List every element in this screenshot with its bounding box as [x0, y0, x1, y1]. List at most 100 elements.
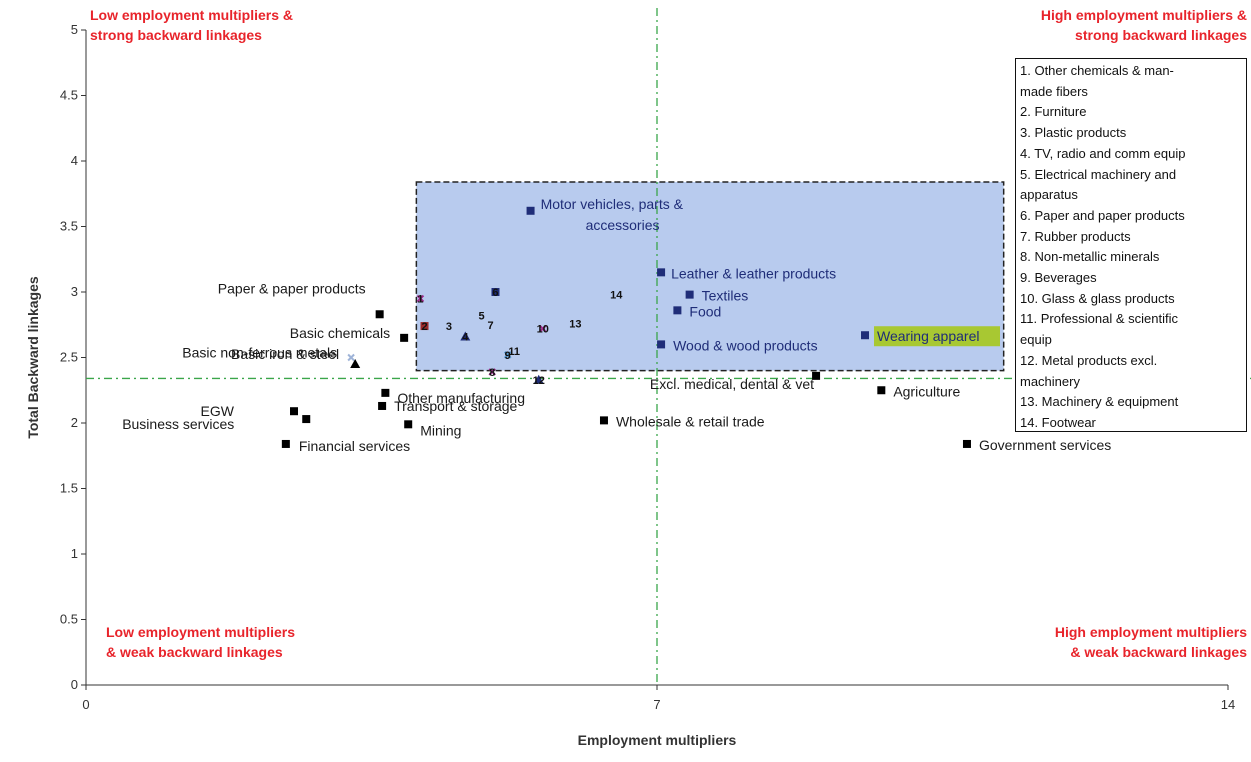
- x-tick-label: 7: [653, 697, 660, 712]
- numbered-point-marker: [460, 331, 471, 341]
- quadrant-label-bottom-left: & weak backward linkages: [106, 644, 283, 660]
- legend-item: machinery: [1020, 373, 1080, 389]
- sector-marker: [281, 439, 290, 448]
- sector-marker: [962, 439, 971, 448]
- points-layer: [281, 206, 971, 448]
- sector-marker: [599, 416, 608, 425]
- numbered-point-label: 3: [446, 321, 452, 333]
- sector-marker: [685, 290, 694, 299]
- numbered-point-label: 6: [492, 287, 498, 299]
- sector-label: Leather & leather products: [671, 265, 836, 281]
- sector-label: accessories: [586, 217, 660, 233]
- numbered-point-label: 10: [537, 324, 549, 336]
- y-tick-label: 4.5: [60, 88, 78, 103]
- sector-marker: [378, 401, 387, 410]
- sector-marker: [400, 333, 409, 342]
- x-tick-label: 14: [1221, 697, 1235, 712]
- labels-layer: Motor vehicles, parts & accessories Leathe…: [122, 196, 1111, 454]
- legend-item: 10. Glass & glass products: [1020, 290, 1175, 306]
- quadrant-label-top-right: High employment multipliers &: [1041, 7, 1247, 23]
- sector-label: Wood & wood products: [673, 337, 818, 353]
- legend-item: 12. Metal products excl.: [1020, 352, 1158, 368]
- divider-layer: [86, 8, 1251, 685]
- y-tick-label: 1.5: [60, 481, 78, 496]
- numbered-point-marker: [488, 368, 496, 376]
- y-tick-label: 0: [71, 677, 78, 692]
- numbered-point-label: 12: [533, 375, 545, 387]
- y-tick-label: 4: [71, 153, 78, 168]
- numbered-point-marker: [504, 351, 512, 359]
- y-axis-title: Total Backward linkages: [25, 276, 41, 439]
- legend-item: 11. Professional & scientific: [1020, 311, 1178, 327]
- numbered-point-label: 1: [417, 294, 423, 306]
- sector-label: Business services: [122, 416, 234, 432]
- sector-label: Food: [689, 303, 721, 319]
- numbered-point-label: 2: [421, 321, 427, 333]
- sector-marker: [347, 353, 355, 362]
- sector-marker: [404, 420, 413, 429]
- sector-marker: [657, 340, 666, 349]
- legend-item: 14. Footwear: [1020, 414, 1096, 430]
- quadrant-label-top-left: Low employment multipliers &: [90, 7, 293, 23]
- quadrant-label-bottom-left: Low employment multipliers: [106, 624, 295, 640]
- sector-label: Agriculture: [893, 383, 960, 399]
- sector-label: Excl. medical, dental & vet: [650, 376, 814, 392]
- numbered-point-marker: [539, 324, 547, 333]
- y-tick-label: 3.5: [60, 219, 78, 234]
- legend-item: 5. Electrical machinery and: [1020, 166, 1177, 182]
- numbered-point-label: 11: [508, 346, 520, 358]
- sector-label: Basic chemicals: [290, 325, 390, 341]
- legend-item: 6. Paper and paper products: [1020, 207, 1185, 223]
- numbered-point-label: 7: [488, 320, 494, 332]
- quadrant-label-bottom-right: High employment multipliers: [1055, 624, 1247, 640]
- y-tick-label: 3: [71, 284, 78, 299]
- legend-item: 3. Plastic products: [1020, 125, 1127, 141]
- y-tick-label: 2.5: [60, 350, 78, 365]
- sector-marker: [375, 310, 384, 319]
- legend: 1. Other chemicals & man-made fibers 2. F…: [1015, 58, 1247, 432]
- sector-label: Motor vehicles, parts &: [541, 196, 684, 212]
- numbered-point-label: 14: [610, 290, 623, 302]
- numbered-point-marker: [420, 322, 429, 331]
- sector-label: Paper & paper products: [218, 280, 366, 296]
- y-tick-label: 0.5: [60, 612, 78, 627]
- legend-item: apparatus: [1020, 187, 1078, 203]
- legend-item: equip: [1020, 332, 1052, 348]
- sector-marker: [381, 388, 390, 397]
- quadrant-label-top-right: strong backward linkages: [1075, 27, 1247, 43]
- sector-label: EGW: [201, 403, 235, 419]
- legend-item: 1. Other chemicals & man-: [1020, 63, 1174, 78]
- numbered-point-label: 13: [569, 318, 581, 330]
- legend-item: 7. Rubber products: [1020, 228, 1131, 244]
- sector-label-highlight: [874, 326, 1001, 347]
- legend-item: 4. TV, radio and comm equip: [1020, 145, 1186, 161]
- sector-label: Basic iron & steel: [231, 346, 339, 362]
- sector-marker: [290, 407, 299, 416]
- sector-marker: [812, 371, 821, 380]
- sector-label: Wholesale & retail trade: [616, 413, 765, 429]
- numbered-point-label: 8: [489, 367, 495, 379]
- legend-item: 2. Furniture: [1020, 104, 1087, 120]
- sector-label: Transport & storage: [394, 398, 517, 414]
- y-tick-label: 5: [71, 22, 78, 37]
- numbered-point-marker: [416, 294, 425, 303]
- sector-label: Financial services: [299, 438, 410, 454]
- sector-marker: [302, 415, 311, 424]
- y-tick-label: 2: [71, 415, 78, 430]
- sector-label: Wearing apparel: [877, 328, 979, 344]
- numbered-point-marker: [533, 374, 544, 384]
- sector-label: Other manufacturing: [397, 390, 525, 406]
- x-axis-title: Employment multipliers: [578, 732, 737, 748]
- numbered-point-label: 4: [462, 332, 469, 344]
- legend-item: 9. Beverages: [1020, 270, 1097, 286]
- sector-marker: [350, 359, 361, 369]
- numbered-point-marker: [491, 288, 500, 296]
- sector-label: Government services: [979, 437, 1111, 453]
- legend-item: made fibers: [1020, 83, 1088, 99]
- quadrant-label-top-left: strong backward linkages: [90, 27, 262, 43]
- sector-label: Textiles: [702, 288, 749, 304]
- legend-item: 8. Non-metallic minerals: [1020, 249, 1160, 265]
- legend-item: 13. Machinery & equipment: [1020, 394, 1179, 410]
